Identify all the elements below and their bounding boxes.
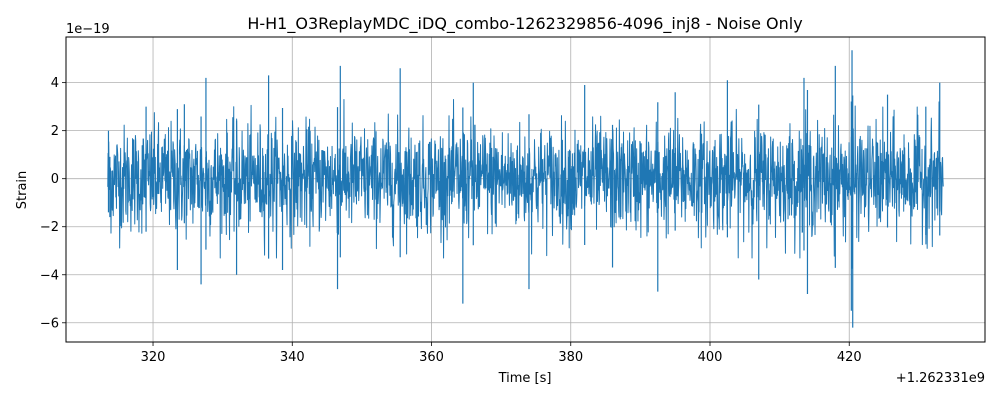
y-tick-label: 0	[51, 172, 59, 187]
x-offset-label: +1.262331e9	[896, 371, 985, 386]
y-axis-label: Strain	[15, 171, 30, 210]
series-layer	[107, 50, 944, 328]
x-tick-label: 380	[558, 350, 583, 365]
y-tick-label: 4	[51, 76, 59, 91]
y-tick-label: −6	[40, 316, 59, 331]
chart-title: H-H1_O3ReplayMDC_iDQ_combo-1262329856-40…	[247, 14, 802, 34]
plot-frame	[65, 36, 986, 343]
y-tick-label: 2	[51, 124, 59, 139]
x-axis-label: Time [s]	[498, 371, 552, 386]
y-scale-label: 1e−19	[66, 22, 110, 37]
x-tick-label: 360	[419, 350, 444, 365]
x-tick-label: 400	[698, 350, 723, 365]
y-tick-label: −4	[40, 268, 59, 283]
ticks: 320 340 360 380 400 420 −6 −4 −2 0 2 4	[40, 76, 862, 365]
x-tick-label: 420	[837, 350, 862, 365]
x-tick-label: 340	[280, 350, 305, 365]
x-tick-label: 320	[141, 350, 166, 365]
y-tick-label: −2	[40, 220, 59, 235]
